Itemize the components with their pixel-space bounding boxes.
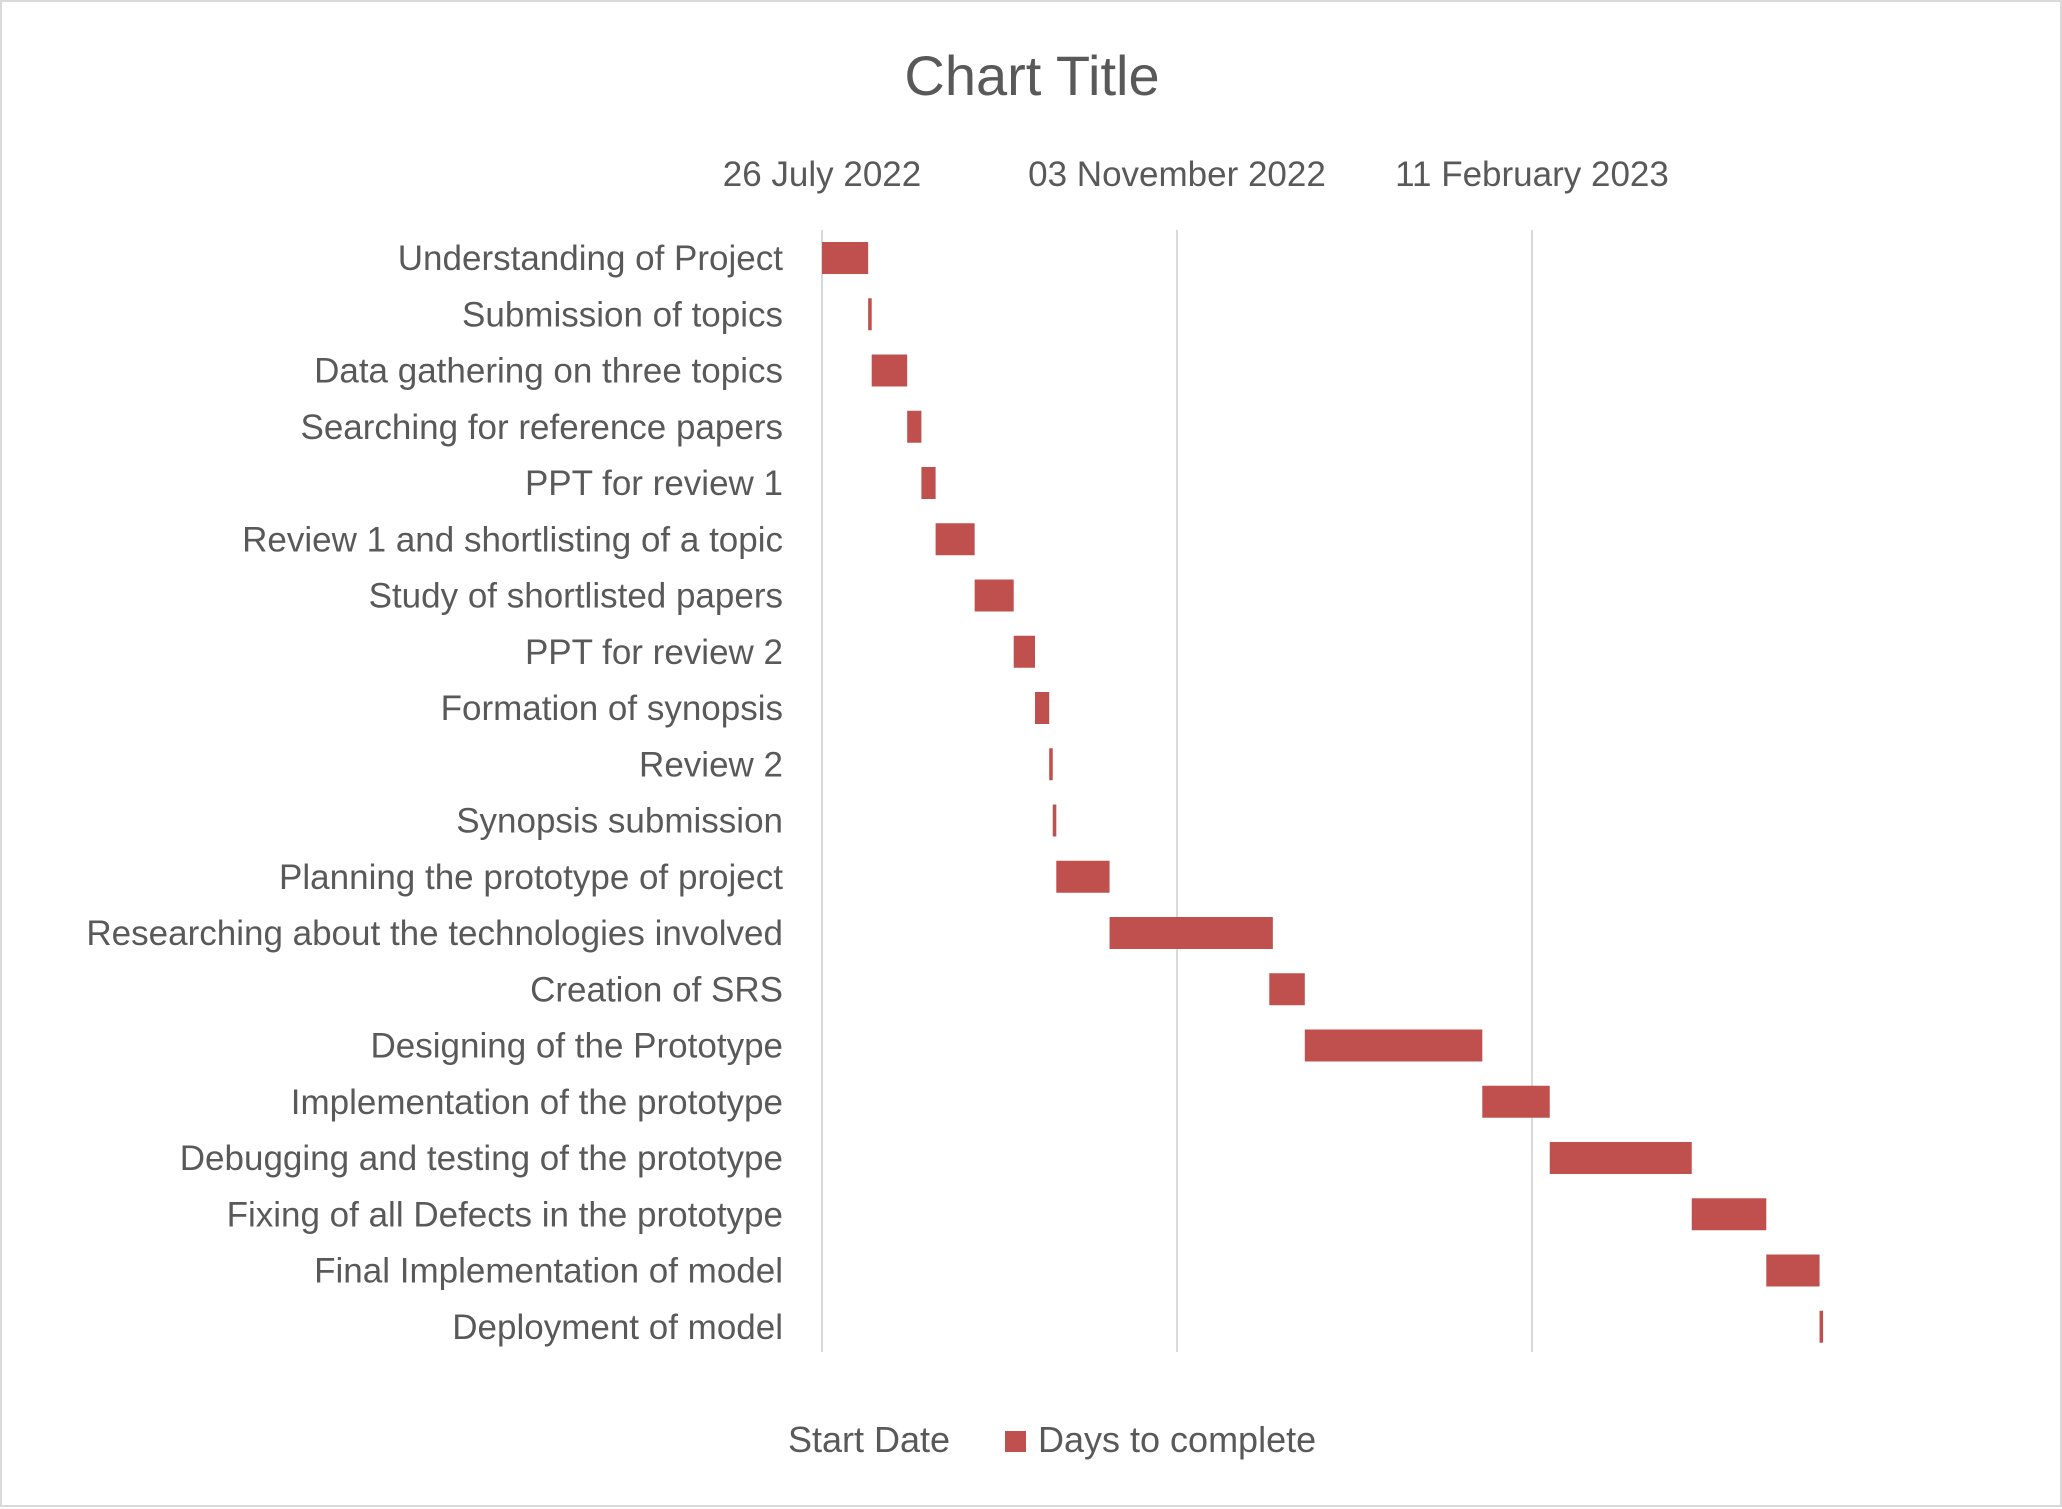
category-label: Deployment of model <box>452 1308 783 1347</box>
category-label: Review 2 <box>639 745 783 784</box>
gantt-bar <box>1052 804 1057 837</box>
gantt-bar <box>974 579 1014 612</box>
gantt-bar <box>1766 1254 1820 1287</box>
category-label: Searching for reference papers <box>301 408 784 447</box>
gantt-bar <box>1109 917 1273 949</box>
category-label: Understanding of Project <box>398 239 783 278</box>
gridlines <box>821 230 1533 1352</box>
category-label: Designing of the Prototype <box>371 1027 783 1066</box>
gantt-bar <box>1549 1142 1692 1174</box>
gantt-bar <box>1304 1029 1483 1062</box>
category-label: Implementation of the prototype <box>291 1083 783 1122</box>
legend-label-days-to-complete: Days to complete <box>1038 1419 1316 1460</box>
category-labels: Understanding of Project Submission of to… <box>86 239 783 1347</box>
gantt-bar <box>1269 973 1305 1006</box>
category-label: Final Implementation of model <box>314 1252 783 1291</box>
category-label: Synopsis submission <box>456 802 783 841</box>
x-tick-label: 26 July 2022 <box>723 155 921 194</box>
legend: Start Date Days to complete <box>788 1419 1316 1460</box>
gantt-bar <box>1056 860 1110 893</box>
category-label: Debugging and testing of the prototype <box>180 1139 783 1178</box>
legend-swatch-days-to-complete <box>1005 1431 1026 1452</box>
category-label: Fixing of all Defects in the prototype <box>227 1195 783 1234</box>
gantt-bar <box>868 298 872 331</box>
category-label: PPT for review 1 <box>525 464 783 503</box>
chart-title: Chart Title <box>904 44 1159 107</box>
x-axis-tick-labels: 26 July 2022 03 November 2022 11 February … <box>723 155 1669 194</box>
x-tick-label: 11 February 2023 <box>1395 155 1669 194</box>
gantt-bar <box>1691 1198 1767 1231</box>
bars <box>822 242 1824 1343</box>
gantt-bar <box>1049 748 1053 781</box>
legend-label-start-date: Start Date <box>788 1419 950 1460</box>
category-label: Data gathering on three topics <box>314 352 783 391</box>
category-label: Researching about the technologies invol… <box>86 914 783 953</box>
gantt-bar <box>1819 1310 1824 1343</box>
category-label: Study of shortlisted papers <box>369 577 783 616</box>
category-label: Planning the prototype of project <box>279 858 783 897</box>
x-tick-label: 03 November 2022 <box>1028 155 1326 194</box>
gantt-bar <box>907 410 922 443</box>
category-label: PPT for review 2 <box>525 633 783 672</box>
gantt-bar <box>1482 1085 1550 1118</box>
gantt-bar <box>822 242 869 274</box>
category-label: Submission of topics <box>462 295 783 334</box>
category-label: Formation of synopsis <box>441 689 783 728</box>
category-label: Creation of SRS <box>530 970 783 1009</box>
category-label: Review 1 and shortlisting of a topic <box>242 520 783 559</box>
gantt-bar <box>871 354 908 387</box>
gantt-bar <box>921 467 936 499</box>
gantt-bar <box>1013 635 1035 668</box>
gantt-bar <box>935 523 975 556</box>
gantt-bar <box>1035 692 1050 724</box>
